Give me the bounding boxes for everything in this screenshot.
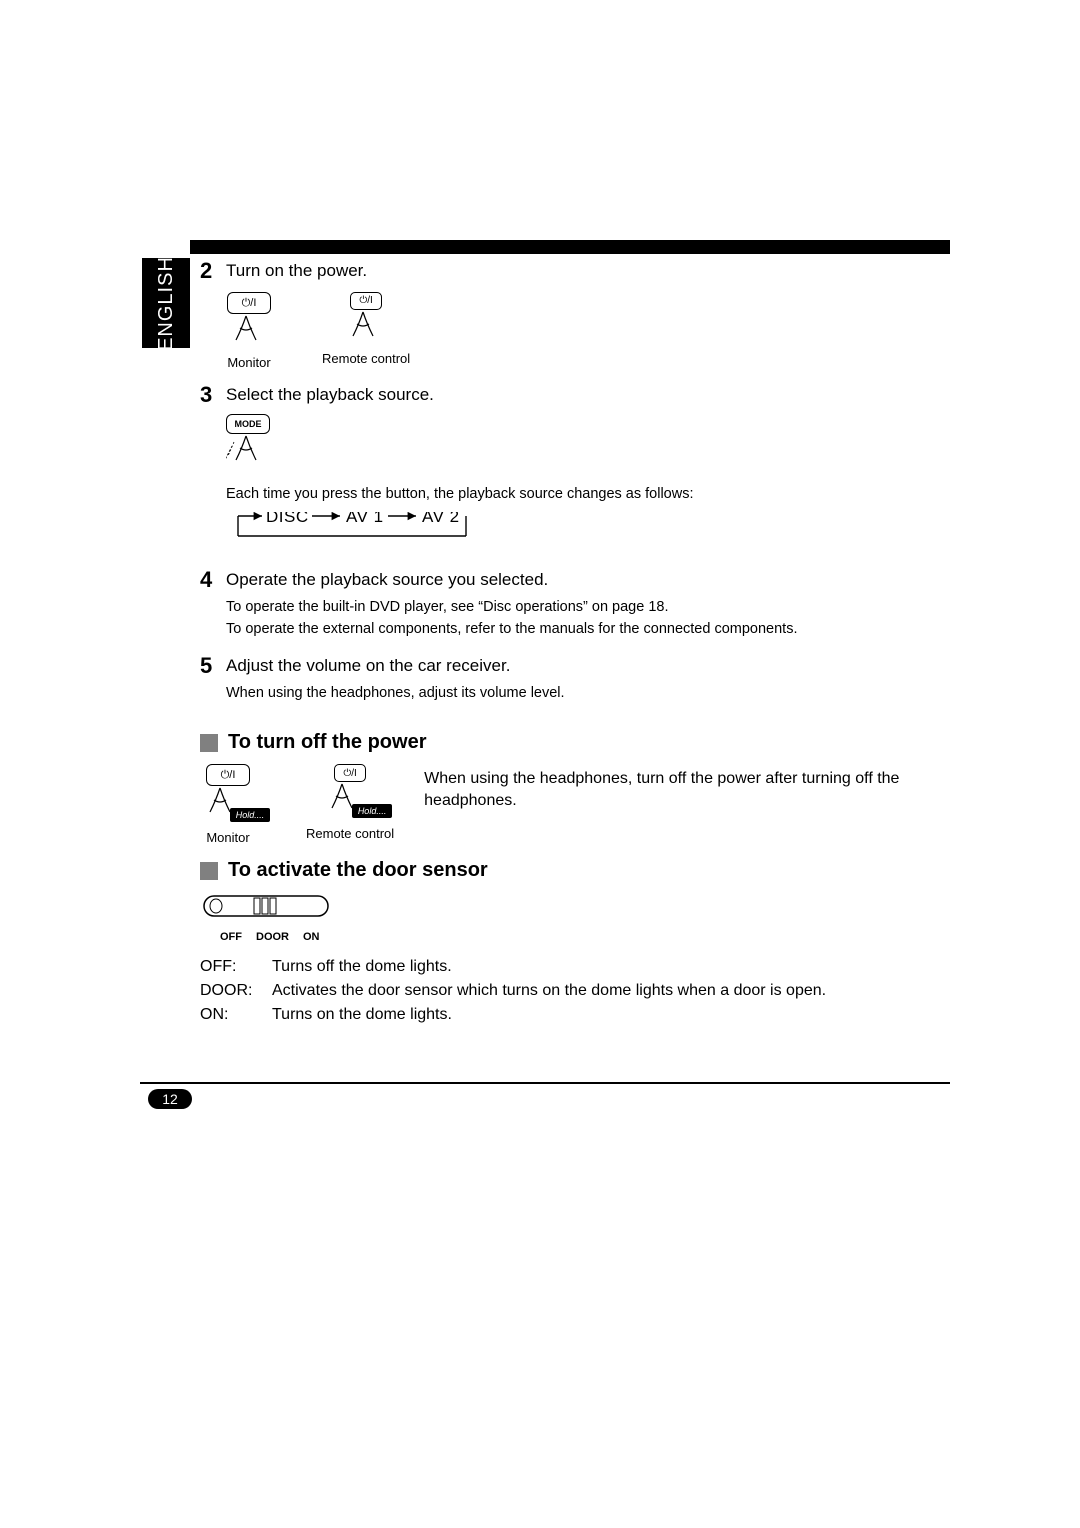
flow-b: AV 1 [346, 512, 384, 526]
switch-door-label: DOOR [256, 931, 289, 943]
row-value: Turns on the dome lights. [272, 1003, 452, 1027]
step-body: Select the playback source. MODE Each ti… [226, 384, 940, 557]
step-subtext: To operate the external components, refe… [226, 619, 940, 639]
step-subtext: To operate the built-in DVD player, see … [226, 597, 940, 617]
step-2: 2 Turn on the power. ⏻/I Monitor ⏻/I [200, 260, 940, 378]
language-label: ENGLISH [155, 256, 178, 351]
step-subtext: When using the headphones, adjust its vo… [226, 683, 940, 703]
row-value: Activates the door sensor which turns on… [272, 979, 826, 1003]
section-marker-icon [200, 862, 218, 880]
hand-press-icon [226, 434, 272, 472]
step-body: Operate the playback source you selected… [226, 569, 940, 639]
section-marker-icon [200, 734, 218, 752]
row-key: OFF: [200, 955, 272, 979]
step-body: Turn on the power. ⏻/I Monitor ⏻/I [226, 260, 940, 378]
monitor-power-icon-group: ⏻/I Monitor [226, 292, 272, 374]
hold-tag: Hold.... [352, 804, 392, 818]
remote-power-off-group: ⏻/I Hold.... Remote control [306, 764, 394, 845]
header-bar [190, 240, 950, 254]
section-title: To activate the door sensor [228, 859, 488, 882]
power-button-icon: ⏻/I [206, 764, 250, 786]
step-subtext: Each time you press the button, the play… [226, 484, 940, 504]
step-title: Adjust the volume on the car receiver. [226, 655, 940, 677]
table-row: DOOR: Activates the door sensor which tu… [200, 979, 940, 1003]
power-icons-row: ⏻/I Monitor ⏻/I Remote control [226, 292, 940, 374]
section-heading-door-sensor: To activate the door sensor [200, 859, 940, 882]
power-button-icon: ⏻/I [334, 764, 366, 782]
remote-caption: Remote control [306, 826, 394, 841]
language-tab: ENGLISH [142, 258, 190, 348]
step-number: 5 [200, 655, 226, 677]
turn-off-icons: ⏻/I Hold.... Monitor ⏻/I Hold.... Remote… [200, 764, 394, 845]
table-row: ON: Turns on the dome lights. [200, 1003, 940, 1027]
step-number: 2 [200, 260, 226, 282]
row-value: Turns off the dome lights. [272, 955, 452, 979]
source-flow-diagram: DISC AV 1 AV 2 [234, 512, 940, 547]
remote-power-icon-group: ⏻/I Remote control [322, 292, 410, 374]
monitor-caption: Monitor [227, 352, 270, 374]
hold-tag: Hold.... [230, 808, 270, 822]
mode-button-icon: MODE [226, 414, 270, 434]
flow-svg: DISC AV 1 AV 2 [234, 512, 494, 542]
step-title: Turn on the power. [226, 260, 940, 282]
content-area: 2 Turn on the power. ⏻/I Monitor ⏻/I [200, 260, 940, 1027]
step-number: 4 [200, 569, 226, 591]
section-title: To turn off the power [228, 731, 427, 754]
section-heading-turn-off: To turn off the power [200, 731, 940, 754]
power-button-icon: ⏻/I [350, 292, 382, 310]
mode-icon-group: MODE [226, 414, 940, 478]
step-title: Select the playback source. [226, 384, 940, 406]
door-sensor-table: OFF: Turns off the dome lights. DOOR: Ac… [200, 955, 940, 1027]
monitor-caption: Monitor [206, 830, 249, 845]
remote-caption: Remote control [322, 348, 410, 370]
step-5: 5 Adjust the volume on the car receiver.… [200, 655, 940, 703]
row-key: ON: [200, 1003, 272, 1027]
turn-off-note: When using the headphones, turn off the … [424, 764, 940, 812]
switch-labels: OFF DOOR ON [220, 931, 940, 943]
flow-a: DISC [266, 512, 309, 526]
step-title: Operate the playback source you selected… [226, 569, 940, 591]
table-row: OFF: Turns off the dome lights. [200, 955, 940, 979]
step-body: Adjust the volume on the car receiver. W… [226, 655, 940, 703]
manual-page: ENGLISH 2 Turn on the power. ⏻/I Monitor… [0, 0, 1080, 1528]
hand-press-icon [343, 310, 389, 344]
monitor-power-off-group: ⏻/I Hold.... Monitor [200, 764, 256, 845]
door-switch-diagram: OFF DOOR ON [200, 892, 940, 943]
step-4: 4 Operate the playback source you select… [200, 569, 940, 639]
footer-rule [140, 1082, 950, 1084]
switch-off-label: OFF [220, 931, 242, 943]
page-number-badge: 12 [148, 1089, 192, 1109]
row-key: DOOR: [200, 979, 272, 1003]
power-button-icon: ⏻/I [227, 292, 271, 314]
turn-off-row: ⏻/I Hold.... Monitor ⏻/I Hold.... Remote… [200, 764, 940, 845]
step-number: 3 [200, 384, 226, 406]
switch-on-label: ON [303, 931, 320, 943]
slider-switch-icon [200, 892, 340, 922]
page-number: 12 [162, 1091, 178, 1107]
step-3: 3 Select the playback source. MODE Each … [200, 384, 940, 557]
flow-c: AV 2 [422, 512, 460, 526]
hand-press-icon [226, 314, 272, 348]
